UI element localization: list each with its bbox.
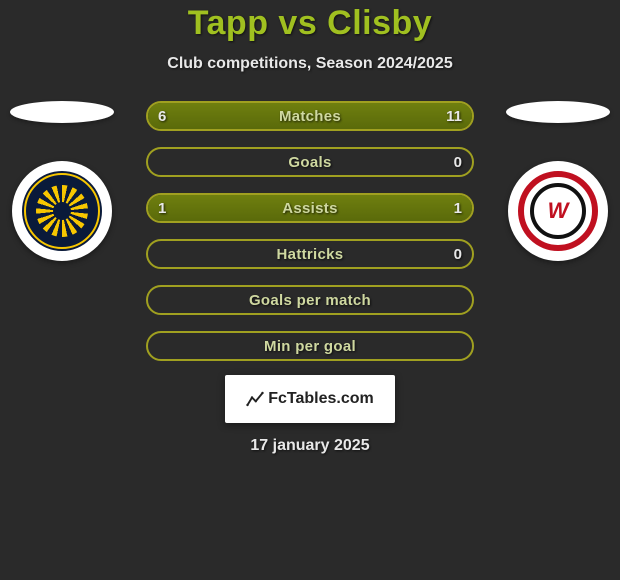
stat-bar-row: Matches6 11	[146, 101, 474, 131]
stat-bar-row: Assists1 1	[146, 193, 474, 223]
stat-bar-row: Min per goal	[146, 331, 474, 361]
page-title: Tapp vs Clisby	[188, 4, 432, 43]
bar-label: Goals	[148, 154, 472, 171]
brand-chart-icon	[246, 390, 264, 408]
left-player-avatar-ellipse	[10, 101, 114, 123]
stat-bar-row: Goals per match	[146, 285, 474, 315]
bar-label: Assists	[148, 200, 472, 217]
stat-bar-row: Goals0	[146, 147, 474, 177]
bar-value-left: 6	[158, 108, 166, 125]
bar-label: Min per goal	[148, 338, 472, 355]
stat-bar-row: Hattricks0	[146, 239, 474, 269]
mariners-logo-icon	[22, 171, 102, 251]
bar-value-right: 0	[454, 154, 462, 171]
bar-value-right: 11	[446, 108, 462, 125]
right-club-logo: W	[508, 161, 608, 261]
right-player-avatar-ellipse	[506, 101, 610, 123]
bar-label: Goals per match	[148, 292, 472, 309]
brand-text: FcTables.com	[268, 390, 374, 408]
left-club-logo	[12, 161, 112, 261]
infographic-root: Tapp vs Clisby Club competitions, Season…	[0, 0, 620, 580]
bar-value-right: 0	[454, 246, 462, 263]
brand-box: FcTables.com	[225, 375, 395, 423]
date-label: 17 january 2025	[250, 437, 369, 455]
stat-bars: Matches611Goals0Assists11Hattricks0Goals…	[146, 101, 474, 361]
comparison-area: W Matches611Goals0Assists11Hattricks0Goa…	[0, 101, 620, 361]
brand-label: FcTables.com	[246, 390, 374, 408]
bar-label: Hattricks	[148, 246, 472, 263]
bar-value-right: 1	[454, 200, 462, 217]
left-player-column	[10, 101, 114, 261]
bar-label: Matches	[148, 108, 472, 125]
wanderers-logo-icon: W	[518, 171, 598, 251]
page-subtitle: Club competitions, Season 2024/2025	[167, 55, 452, 73]
bar-value-left: 1	[158, 200, 166, 217]
right-player-column: W	[506, 101, 610, 261]
